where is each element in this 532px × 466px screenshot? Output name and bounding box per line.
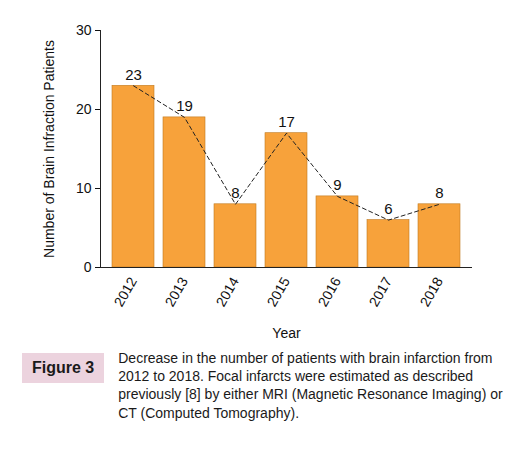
html-text:Decrease in the number of pati: Decrease in the number of patients with … (118, 350, 503, 421)
svg-text:0: 0 (84, 259, 92, 275)
svg-text:2017: 2017 (366, 274, 396, 309)
svg-text:6: 6 (384, 200, 392, 217)
svg-text:30: 30 (76, 22, 92, 38)
svg-text:9: 9 (333, 176, 341, 193)
svg-text:23: 23 (125, 66, 142, 83)
svg-text:8: 8 (435, 184, 443, 201)
svg-text:2016: 2016 (315, 274, 345, 309)
svg-text:2015: 2015 (264, 274, 294, 309)
svg-text:2012: 2012 (111, 274, 141, 309)
svg-text:19: 19 (176, 97, 193, 114)
html-text:Figure 3: Figure 3 (32, 359, 95, 376)
svg-text:2014: 2014 (213, 274, 243, 309)
svg-text:8: 8 (231, 184, 239, 201)
svg-text:2013: 2013 (162, 274, 192, 309)
svg-text:Year: Year (272, 325, 301, 341)
svg-text:Number of Brain Infraction Pat: Number of Brain Infraction Patients (41, 40, 57, 258)
svg-text:2018: 2018 (417, 274, 447, 309)
svg-text:10: 10 (76, 180, 92, 196)
svg-text:17: 17 (278, 113, 295, 130)
svg-text:20: 20 (76, 101, 92, 117)
